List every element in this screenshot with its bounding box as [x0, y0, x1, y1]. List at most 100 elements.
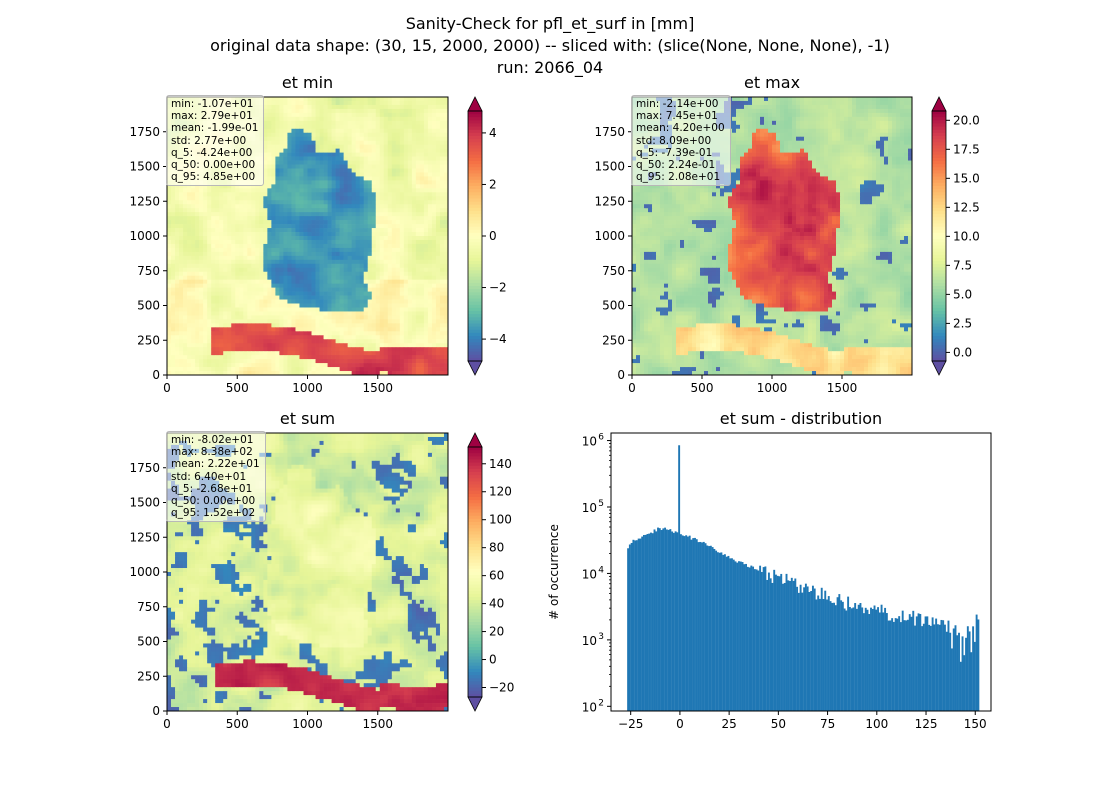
heatmap-cell [371, 196, 377, 201]
heatmap-cell [279, 208, 284, 213]
heatmap-cell [319, 160, 324, 165]
heatmap-cell [359, 224, 365, 229]
heatmap-cell [311, 335, 316, 340]
heatmap-cell [295, 116, 300, 122]
heatmap-cell [279, 323, 284, 328]
heatmap-cell [259, 255, 264, 261]
heatmap-cell [187, 371, 192, 376]
heatmap-cell [231, 184, 236, 189]
heatmap-cell [363, 112, 369, 118]
heatmap-cell [419, 291, 425, 296]
heatmap-cell [331, 132, 336, 138]
heatmap-cell [367, 144, 373, 149]
heatmap-cell [311, 108, 316, 114]
heatmap-cell [371, 100, 377, 106]
heatmap-cell [415, 299, 421, 304]
heatmap-cell [267, 140, 272, 146]
heatmap-cell [319, 100, 324, 106]
heatmap-cell [255, 363, 260, 368]
heatmap-cell [183, 204, 188, 209]
heatmap-cell [215, 307, 220, 312]
heatmap-cell [399, 112, 405, 118]
heatmap-cell [247, 255, 252, 261]
heatmap-cell [311, 251, 316, 257]
heatmap-cell [435, 311, 441, 316]
heatmap-cell [375, 319, 381, 324]
heatmap-cell [223, 228, 228, 233]
heatmap-cell [431, 251, 437, 257]
heatmap-cell [391, 239, 397, 245]
heatmap-cell [247, 367, 252, 372]
heatmap-cell [323, 263, 328, 269]
heatmap-cell [287, 267, 292, 273]
heatmap-cell [371, 180, 377, 185]
heatmap-cell [339, 228, 344, 233]
heatmap-cell [323, 204, 328, 209]
heatmap-cell [187, 247, 192, 253]
y-tick-label: 500 [137, 299, 160, 313]
heatmap-cell [383, 247, 389, 253]
heatmap-cell [235, 196, 240, 201]
heatmap-cell [291, 208, 296, 213]
heatmap-cell [355, 303, 361, 308]
heatmap-cell [199, 363, 204, 368]
heatmap-cell [327, 156, 332, 161]
heatmap-cell [359, 339, 365, 344]
heatmap-cell [435, 283, 441, 288]
heatmap-cell [359, 236, 365, 241]
heatmap-cell [283, 216, 288, 221]
heatmap-cell [391, 196, 397, 201]
heatmap-cell [287, 271, 292, 277]
heatmap-cell [291, 279, 296, 285]
heatmap-cell [407, 335, 413, 340]
heatmap-cell [227, 243, 232, 249]
heatmap-cell [415, 116, 421, 122]
heatmap-cell [263, 259, 268, 265]
heatmap-cell [283, 136, 288, 142]
heatmap-cell [363, 315, 369, 320]
heatmap-cell [387, 116, 393, 122]
heatmap-cell [179, 315, 184, 320]
heatmap-cell [339, 347, 344, 352]
heatmap-cell [395, 148, 401, 153]
heatmap-cell [371, 232, 377, 237]
heatmap-cell [239, 279, 244, 285]
heatmap-cell [403, 172, 409, 177]
heatmap-cell [311, 192, 316, 197]
heatmap-cell [431, 355, 437, 360]
heatmap-cell [299, 212, 304, 217]
heatmap-cell [283, 148, 288, 153]
heatmap-cell [371, 331, 377, 336]
heatmap-cell [371, 251, 377, 257]
heatmap-cell [335, 367, 340, 372]
heatmap-cell [227, 279, 232, 285]
heatmap-cell [195, 279, 200, 285]
heatmap-cell [183, 239, 188, 245]
heatmap-cell [379, 97, 385, 102]
heatmap-cell [255, 239, 260, 245]
heatmap-cell [307, 315, 312, 320]
heatmap-cell [299, 335, 304, 340]
heatmap-cell [443, 303, 449, 308]
heatmap-cell [215, 236, 220, 241]
heatmap-cell [359, 212, 365, 217]
heatmap-cell [331, 156, 336, 161]
heatmap-cell [403, 311, 409, 316]
heatmap-cell [223, 279, 228, 285]
heatmap-cell [247, 319, 252, 324]
heatmap-cell [243, 335, 248, 340]
heatmap-cell [179, 259, 184, 265]
heatmap-cell [303, 120, 308, 126]
heatmap-cell [323, 184, 328, 189]
heatmap-cell [219, 331, 224, 336]
heatmap-cell [279, 327, 284, 332]
heatmap-cell [419, 371, 425, 376]
heatmap-cell [343, 351, 348, 356]
heatmap-cell [423, 172, 429, 177]
heatmap-cell [219, 295, 224, 300]
heatmap-cell [283, 164, 288, 169]
heatmap-cell [255, 291, 260, 296]
heatmap-cell [239, 271, 244, 277]
heatmap-cell [235, 319, 240, 324]
heatmap-cell [379, 208, 385, 213]
